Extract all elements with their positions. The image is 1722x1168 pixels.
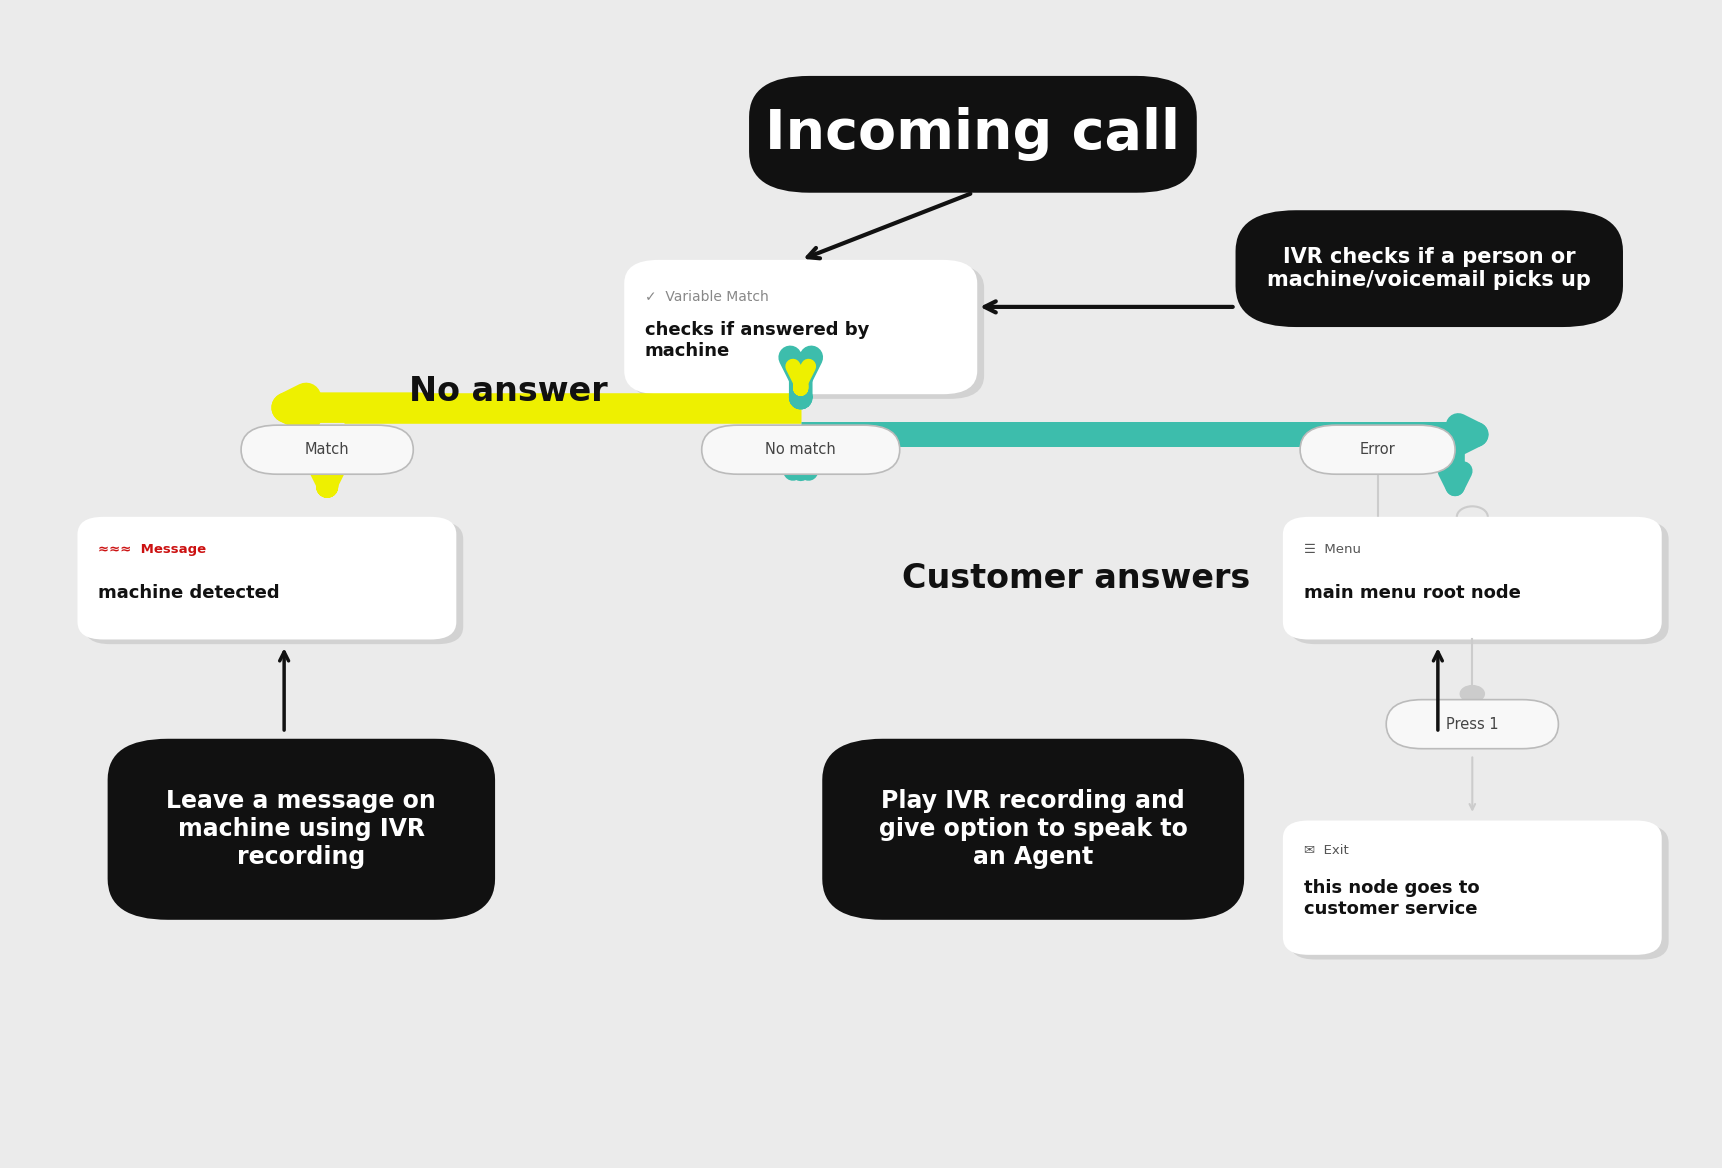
Text: machine detected: machine detected <box>98 584 279 602</box>
Text: ✉  Exit: ✉ Exit <box>1304 843 1348 856</box>
Text: No match: No match <box>765 443 837 457</box>
Circle shape <box>1460 686 1484 702</box>
Text: ✓  Variable Match: ✓ Variable Match <box>646 291 768 305</box>
Text: Customer answers: Customer answers <box>902 562 1250 595</box>
Text: this node goes to
customer service: this node goes to customer service <box>1304 880 1479 918</box>
FancyBboxPatch shape <box>241 425 413 474</box>
FancyBboxPatch shape <box>703 425 901 474</box>
Text: Press 1: Press 1 <box>1446 717 1498 731</box>
FancyBboxPatch shape <box>623 260 978 395</box>
Text: Error: Error <box>1360 443 1395 457</box>
FancyBboxPatch shape <box>1386 700 1558 749</box>
Text: ☰  Menu: ☰ Menu <box>1304 543 1360 556</box>
FancyBboxPatch shape <box>823 739 1243 920</box>
Text: Play IVR recording and
give option to speak to
an Agent: Play IVR recording and give option to sp… <box>878 790 1188 869</box>
Text: No answer: No answer <box>408 375 608 408</box>
Text: IVR checks if a person or
machine/voicemail picks up: IVR checks if a person or machine/voicem… <box>1267 248 1591 290</box>
FancyBboxPatch shape <box>1290 522 1669 645</box>
FancyBboxPatch shape <box>107 739 496 920</box>
FancyBboxPatch shape <box>1300 425 1455 474</box>
FancyBboxPatch shape <box>77 516 456 640</box>
Text: ≈≈≈  Message: ≈≈≈ Message <box>98 543 207 556</box>
FancyBboxPatch shape <box>749 76 1197 193</box>
Text: main menu root node: main menu root node <box>1304 584 1521 602</box>
FancyBboxPatch shape <box>1290 825 1669 960</box>
FancyBboxPatch shape <box>1235 210 1622 327</box>
FancyBboxPatch shape <box>84 522 463 645</box>
Text: checks if answered by
machine: checks if answered by machine <box>646 321 870 360</box>
Text: Match: Match <box>305 443 350 457</box>
Text: Leave a message on
machine using IVR
recording: Leave a message on machine using IVR rec… <box>167 790 436 869</box>
Text: Incoming call: Incoming call <box>766 107 1180 161</box>
FancyBboxPatch shape <box>1283 821 1662 955</box>
FancyBboxPatch shape <box>1283 516 1662 640</box>
FancyBboxPatch shape <box>632 265 985 399</box>
